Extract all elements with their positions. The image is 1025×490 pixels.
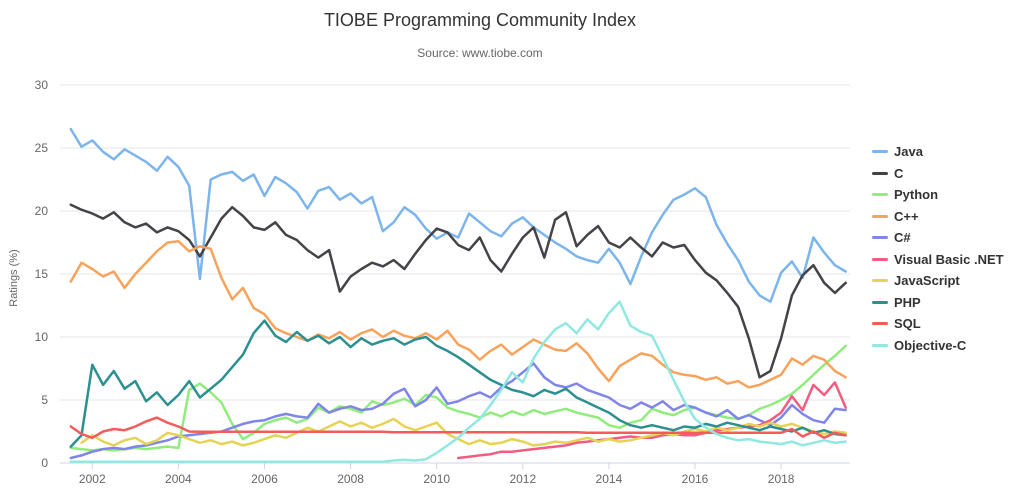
- legend-label-python: Python: [894, 187, 939, 203]
- series-line-php: [69, 319, 847, 448]
- legend-item-php[interactable]: PHP: [872, 292, 1004, 314]
- legend-label-c: C++: [894, 208, 919, 224]
- x-tick-label: 2014: [596, 472, 623, 486]
- chart-title: TIOBE Programming Community Index: [323, 10, 637, 30]
- x-tick-label: 2010: [423, 472, 450, 486]
- series-line-c: [69, 239, 847, 389]
- legend-swatch-c: [872, 171, 888, 175]
- legend: Java C Python C++ C# Visual Basic .NET JavaScr…: [872, 141, 1004, 356]
- y-tick-label: 15: [35, 267, 49, 281]
- legend-label-php: PHP: [894, 294, 921, 310]
- y-tick-label: 30: [35, 78, 49, 92]
- legend-label-visual-basic-net: Visual Basic .NET: [894, 251, 1004, 267]
- legend-item-c[interactable]: C++: [872, 206, 1004, 228]
- legend-label-sql: SQL: [894, 316, 921, 332]
- y-tick-label: 10: [35, 330, 49, 344]
- legend-swatch-objective-c: [872, 343, 888, 347]
- legend-swatch-php: [872, 300, 888, 304]
- legend-label-javascript: JavaScript: [894, 273, 960, 289]
- legend-item-python[interactable]: Python: [872, 184, 1004, 206]
- legend-label-c: C#: [894, 230, 911, 246]
- series-line-java: [69, 127, 847, 303]
- legend-swatch-javascript: [872, 279, 888, 283]
- x-tick-label: 2006: [251, 472, 278, 486]
- legend-swatch-sql: [872, 322, 888, 326]
- legend-swatch-c: [872, 214, 888, 218]
- legend-label-java: Java: [894, 144, 923, 160]
- legend-item-visual-basic-net[interactable]: Visual Basic .NET: [872, 249, 1004, 271]
- y-tick-label: 0: [41, 456, 48, 470]
- x-tick-label: 2018: [768, 472, 795, 486]
- x-tick-label: 2004: [165, 472, 192, 486]
- legend-swatch-java: [872, 150, 888, 154]
- series-line-javascript: [80, 417, 847, 447]
- legend-item-java[interactable]: Java: [872, 141, 1004, 163]
- legend-swatch-python: [872, 193, 888, 197]
- chart-subtitle: Source: www.tiobe.com: [417, 46, 543, 60]
- legend-label-c: C: [894, 165, 904, 181]
- legend-swatch-c: [872, 236, 888, 240]
- series-line-c: [69, 362, 847, 460]
- legend-swatch-visual-basic-net: [872, 257, 888, 261]
- series-line-objective-c: [69, 300, 847, 463]
- x-tick-label: 2016: [682, 472, 709, 486]
- x-tick-label: 2012: [509, 472, 536, 486]
- y-tick-label: 25: [35, 141, 49, 155]
- legend-item-javascript[interactable]: JavaScript: [872, 270, 1004, 292]
- legend-item-c[interactable]: C#: [872, 227, 1004, 249]
- legend-item-objective-c[interactable]: Objective-C: [872, 335, 1004, 357]
- x-tick-label: 2002: [79, 472, 106, 486]
- legend-item-c[interactable]: C: [872, 163, 1004, 185]
- series-line-visual-basic-net: [456, 381, 847, 460]
- y-tick-label: 5: [41, 393, 48, 407]
- x-tick-label: 2008: [337, 472, 364, 486]
- legend-item-sql[interactable]: SQL: [872, 313, 1004, 335]
- y-tick-label: 20: [35, 204, 49, 218]
- legend-label-objective-c: Objective-C: [894, 337, 967, 353]
- series-line-c: [69, 203, 847, 379]
